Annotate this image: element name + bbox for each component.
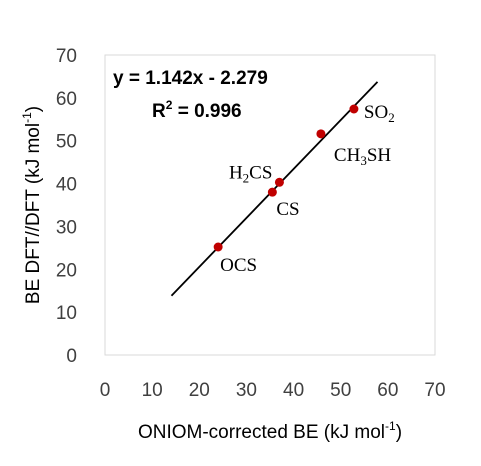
y-tick-label: 60 [56,89,77,110]
point-label-ocs: OCS [220,255,257,276]
fit-equation: y = 1.142x - 2.279 [113,68,268,89]
data-point-so2 [349,104,359,114]
x-tick-label: 30 [236,380,257,401]
x-tick-label: 0 [100,380,111,401]
y-axis-title: BE DFT//DFT (kJ mol-1) [20,106,44,304]
x-tick-label: 60 [377,380,398,401]
data-point-ch3sh [316,129,326,139]
data-points [213,104,359,252]
y-tick-label: 70 [56,46,77,67]
plot-area [104,54,436,356]
y-tick-label: 30 [56,217,77,238]
x-tick-label: 20 [189,380,210,401]
x-tick-labels: 0 10 20 30 40 50 60 70 [100,380,446,401]
y-tick-label: 20 [56,260,77,281]
x-tick-label: 70 [424,380,445,401]
r-squared: R2 = 0.996 [152,98,242,122]
x-tick-label: 50 [330,380,351,401]
x-tick-label: 40 [283,380,304,401]
y-tick-label: 50 [56,132,77,153]
point-label-cs: CS [276,199,299,220]
data-point-ocs [213,242,223,252]
y-tick-label: 0 [66,346,77,367]
point-label-so2: SO2 [364,102,395,125]
data-point-cs [267,187,277,197]
x-axis-title: ONIOM-corrected BE (kJ mol-1) [138,419,402,443]
y-tick-labels: 0 10 20 30 40 50 60 70 [56,46,77,367]
point-label-h2cs: H2CS [229,162,272,185]
point-label-ch3sh: CH3SH [334,145,391,168]
y-tick-label: 10 [56,303,77,324]
y-tick-label: 40 [56,175,77,196]
data-point-h2cs [274,177,284,187]
x-tick-label: 10 [142,380,163,401]
